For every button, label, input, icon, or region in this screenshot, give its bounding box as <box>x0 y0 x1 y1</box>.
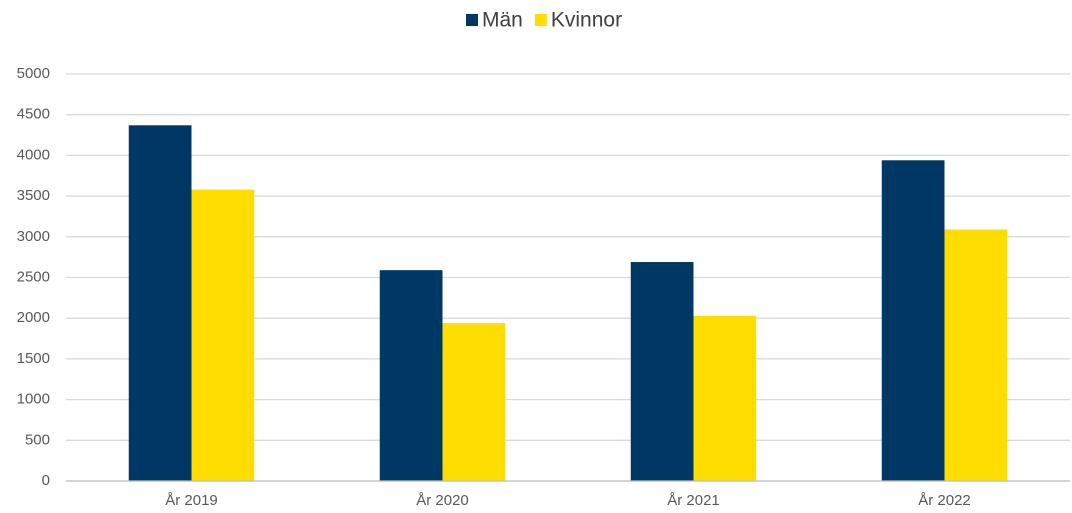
y-tick-label: 4500 <box>17 106 50 123</box>
y-tick-label: 3500 <box>17 187 50 204</box>
x-tick-label: År 2022 <box>918 492 971 509</box>
legend-label: Män <box>482 9 523 32</box>
y-tick-label: 5000 <box>17 65 50 82</box>
legend-swatch <box>534 14 547 26</box>
y-tick-label: 3000 <box>17 228 50 245</box>
y-tick-label: 1000 <box>17 391 50 408</box>
bar <box>128 125 192 482</box>
x-tick-label: År 2021 <box>667 492 720 509</box>
y-tick-label: 0 <box>42 472 50 489</box>
bar <box>881 160 945 481</box>
bar <box>191 189 255 481</box>
legend-swatch <box>466 14 478 26</box>
bar <box>630 262 694 481</box>
y-tick-label: 500 <box>25 431 50 448</box>
bar <box>693 315 757 481</box>
y-tick-label: 2000 <box>17 309 50 326</box>
bar <box>442 323 506 481</box>
x-tick-label: År 2020 <box>416 492 469 509</box>
y-tick-label: 2500 <box>17 268 50 285</box>
y-tick-label: 1500 <box>17 350 50 367</box>
bar <box>379 270 443 481</box>
x-tick-label: År 2019 <box>165 492 218 509</box>
bar <box>944 229 1008 481</box>
legend-label: Kvinnor <box>551 9 622 32</box>
y-tick-label: 4000 <box>17 146 50 163</box>
